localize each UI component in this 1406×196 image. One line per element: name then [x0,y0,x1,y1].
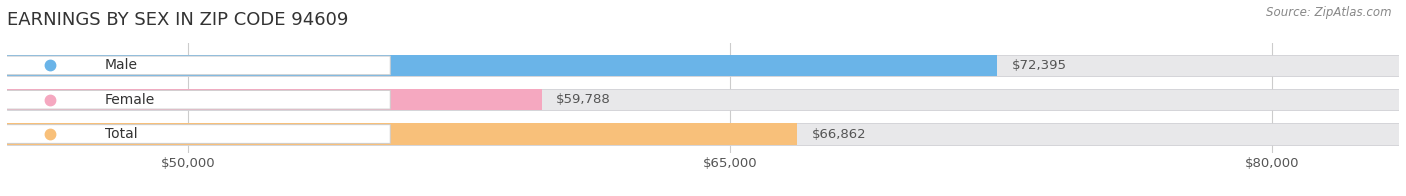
FancyBboxPatch shape [0,56,391,75]
Text: Female: Female [104,93,155,107]
Text: $66,862: $66,862 [811,128,866,141]
Bar [7,55,997,76]
Text: $72,395: $72,395 [1012,59,1067,72]
Bar [7,89,541,110]
Bar [7,123,797,145]
Bar [7,89,1399,110]
Text: Male: Male [104,58,138,72]
Text: Total: Total [104,127,138,141]
FancyBboxPatch shape [0,90,391,109]
Text: EARNINGS BY SEX IN ZIP CODE 94609: EARNINGS BY SEX IN ZIP CODE 94609 [7,11,349,29]
Bar [7,55,1399,76]
Text: Source: ZipAtlas.com: Source: ZipAtlas.com [1267,6,1392,19]
Text: $59,788: $59,788 [557,93,610,106]
FancyBboxPatch shape [0,125,391,143]
Bar [7,123,1399,145]
